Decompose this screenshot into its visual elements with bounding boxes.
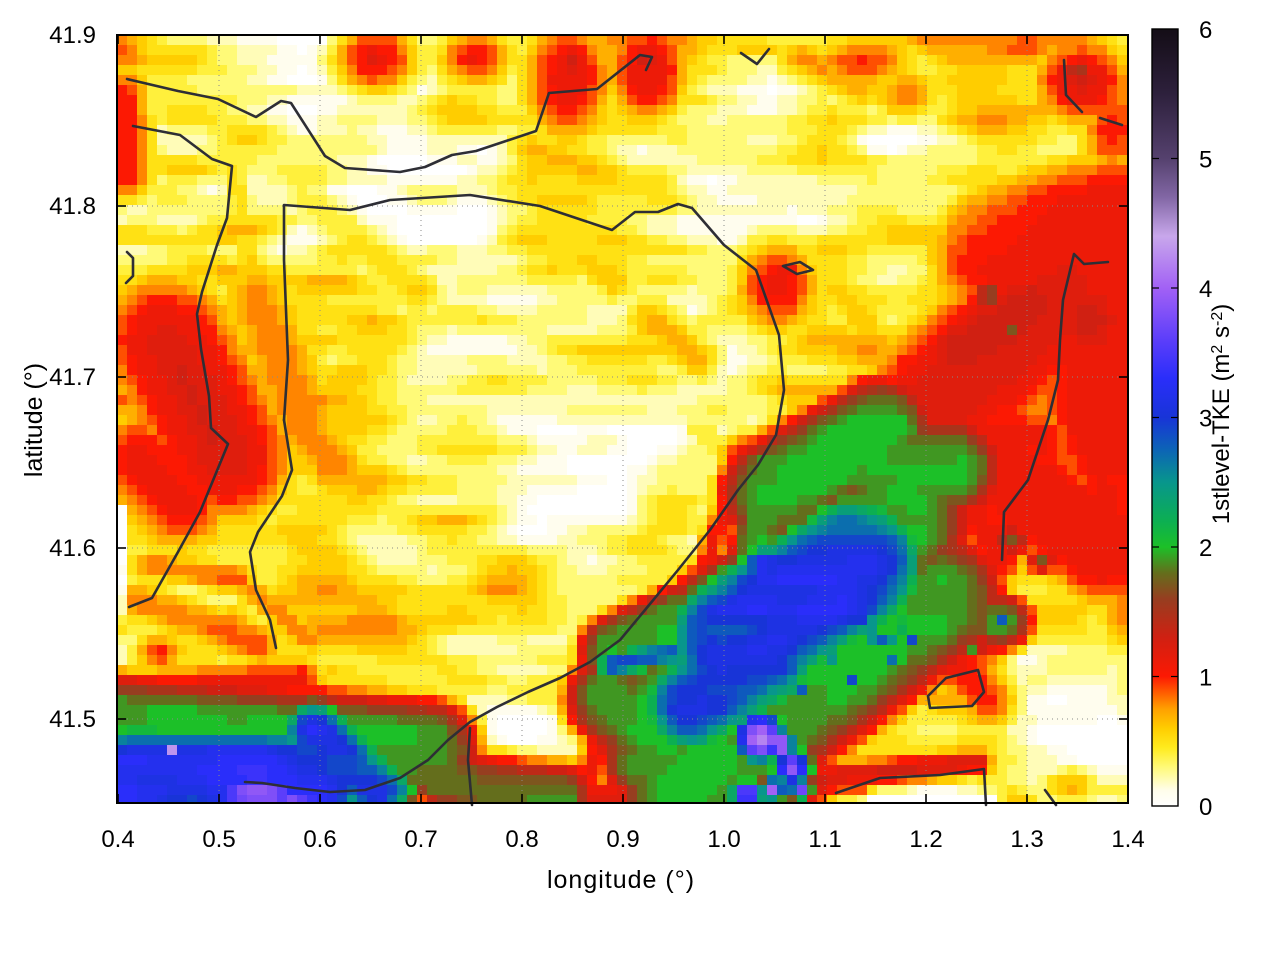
svg-text:6: 6	[1199, 17, 1212, 44]
svg-text:1.1: 1.1	[808, 826, 841, 853]
svg-text:2: 2	[1199, 535, 1212, 562]
svg-text:41.8: 41.8	[49, 193, 96, 220]
svg-text:41.7: 41.7	[49, 364, 96, 391]
svg-text:3: 3	[1199, 406, 1212, 433]
svg-text:0.4: 0.4	[101, 826, 134, 853]
svg-text:41.5: 41.5	[49, 706, 96, 733]
svg-text:41.9: 41.9	[49, 22, 96, 49]
svg-text:latitude (°): latitude (°)	[20, 363, 48, 477]
svg-text:0.5: 0.5	[202, 826, 235, 853]
svg-text:1.2: 1.2	[909, 826, 942, 853]
svg-text:1: 1	[1199, 665, 1212, 692]
svg-text:41.6: 41.6	[49, 535, 96, 562]
svg-text:0.6: 0.6	[303, 826, 336, 853]
svg-text:5: 5	[1199, 147, 1212, 174]
svg-text:0.8: 0.8	[505, 826, 538, 853]
svg-text:longitude (°): longitude (°)	[547, 866, 695, 894]
svg-text:1.0: 1.0	[707, 826, 740, 853]
svg-text:1.4: 1.4	[1111, 826, 1144, 853]
svg-text:1stlevel-TKE (m2 s-2): 1stlevel-TKE (m2 s-2)	[1208, 304, 1235, 525]
svg-text:0.9: 0.9	[606, 826, 639, 853]
svg-text:4: 4	[1199, 276, 1212, 303]
svg-text:1.3: 1.3	[1010, 826, 1043, 853]
svg-text:0.7: 0.7	[404, 826, 437, 853]
svg-text:0: 0	[1199, 794, 1212, 821]
